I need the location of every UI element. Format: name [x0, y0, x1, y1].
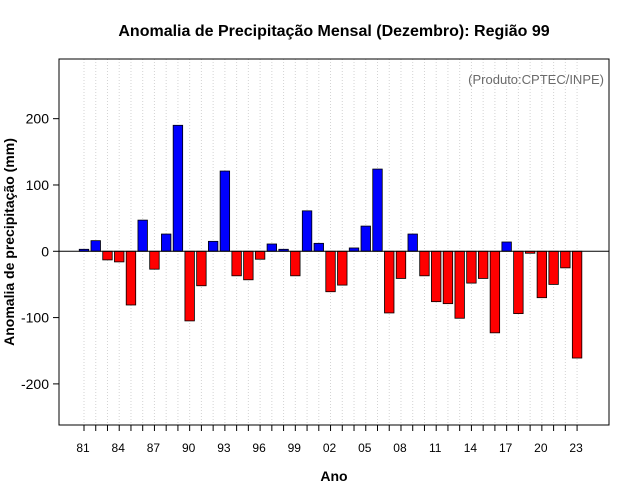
bar-2018 [513, 250, 524, 315]
y-tick-label: 0 [41, 243, 49, 259]
x-tick-label: 02 [323, 441, 337, 455]
bar-2013 [454, 250, 465, 319]
x-tick-label: 96 [252, 441, 266, 455]
bar-2003 [337, 250, 348, 286]
x-tick-label: 20 [534, 441, 548, 455]
bar-1985 [125, 250, 137, 306]
bar-2011 [431, 250, 442, 303]
bar-1999 [290, 250, 301, 277]
bar-1996 [254, 250, 266, 260]
bar-1984 [114, 250, 125, 263]
bar-2000 [301, 210, 313, 252]
y-axis: -200 -100 0 100 200 [21, 111, 59, 392]
bars [78, 124, 583, 359]
chart-title: Anomalia de Precipitação Mensal (Dezembr… [118, 23, 549, 40]
x-tick-label: 87 [147, 441, 161, 455]
bar-1983 [102, 250, 113, 261]
bar-2016 [489, 250, 501, 334]
x-tick-label: 17 [499, 441, 513, 455]
y-tick-label: -100 [21, 310, 49, 326]
bar-1988 [161, 233, 172, 252]
bar-2017 [501, 241, 512, 252]
x-tick-label: 14 [464, 441, 478, 455]
bar-1993 [219, 170, 231, 252]
x-tick-label: 81 [76, 441, 90, 455]
bar-2005 [360, 225, 371, 252]
bar-2012 [442, 250, 454, 305]
x-tick-label: 90 [182, 441, 196, 455]
bar-1992 [207, 240, 219, 252]
bar-2022 [560, 250, 571, 269]
bar-2020 [536, 250, 548, 299]
bar-1994 [231, 250, 242, 277]
bar-2023 [571, 250, 583, 359]
bar-2021 [548, 250, 559, 285]
bar-1997 [266, 243, 277, 252]
bar-1995 [243, 250, 254, 281]
bar-1991 [196, 250, 207, 287]
bar-2002 [325, 250, 336, 293]
bar-2007 [384, 250, 395, 314]
bar-2006 [372, 168, 383, 252]
bar-2014 [466, 250, 477, 284]
bar-1989 [172, 124, 184, 252]
x-tick-label: 99 [288, 441, 302, 455]
x-tick-label: 23 [569, 441, 583, 455]
x-axis: 81 84 87 90 93 96 99 02 05 08 11 14 17 20 23 [76, 425, 583, 455]
y-tick-label: -200 [21, 376, 49, 392]
bar-2015 [478, 250, 489, 279]
bar-1986 [137, 219, 148, 252]
x-tick-label: 84 [112, 441, 126, 455]
x-tick-label: 08 [393, 441, 407, 455]
bar-1982 [90, 240, 101, 252]
bar-2001 [313, 242, 324, 252]
x-tick-label: 93 [217, 441, 231, 455]
source-annotation: (Produto:CPTEC/INPE) [468, 72, 604, 87]
y-tick-label: 100 [26, 177, 50, 193]
x-axis-label: Ano [320, 468, 347, 484]
bar-2008 [395, 250, 407, 279]
bar-2010 [419, 250, 430, 277]
y-axis-label: Anomalia de precipitação (mm) [1, 138, 17, 346]
y-tick-label: 200 [26, 111, 50, 127]
x-tick-label: 05 [358, 441, 372, 455]
plot-frame [58, 58, 610, 426]
bar-1987 [149, 250, 160, 270]
x-tick-label: 11 [429, 441, 442, 455]
bar-1990 [184, 250, 195, 322]
bar-2009 [407, 233, 418, 252]
